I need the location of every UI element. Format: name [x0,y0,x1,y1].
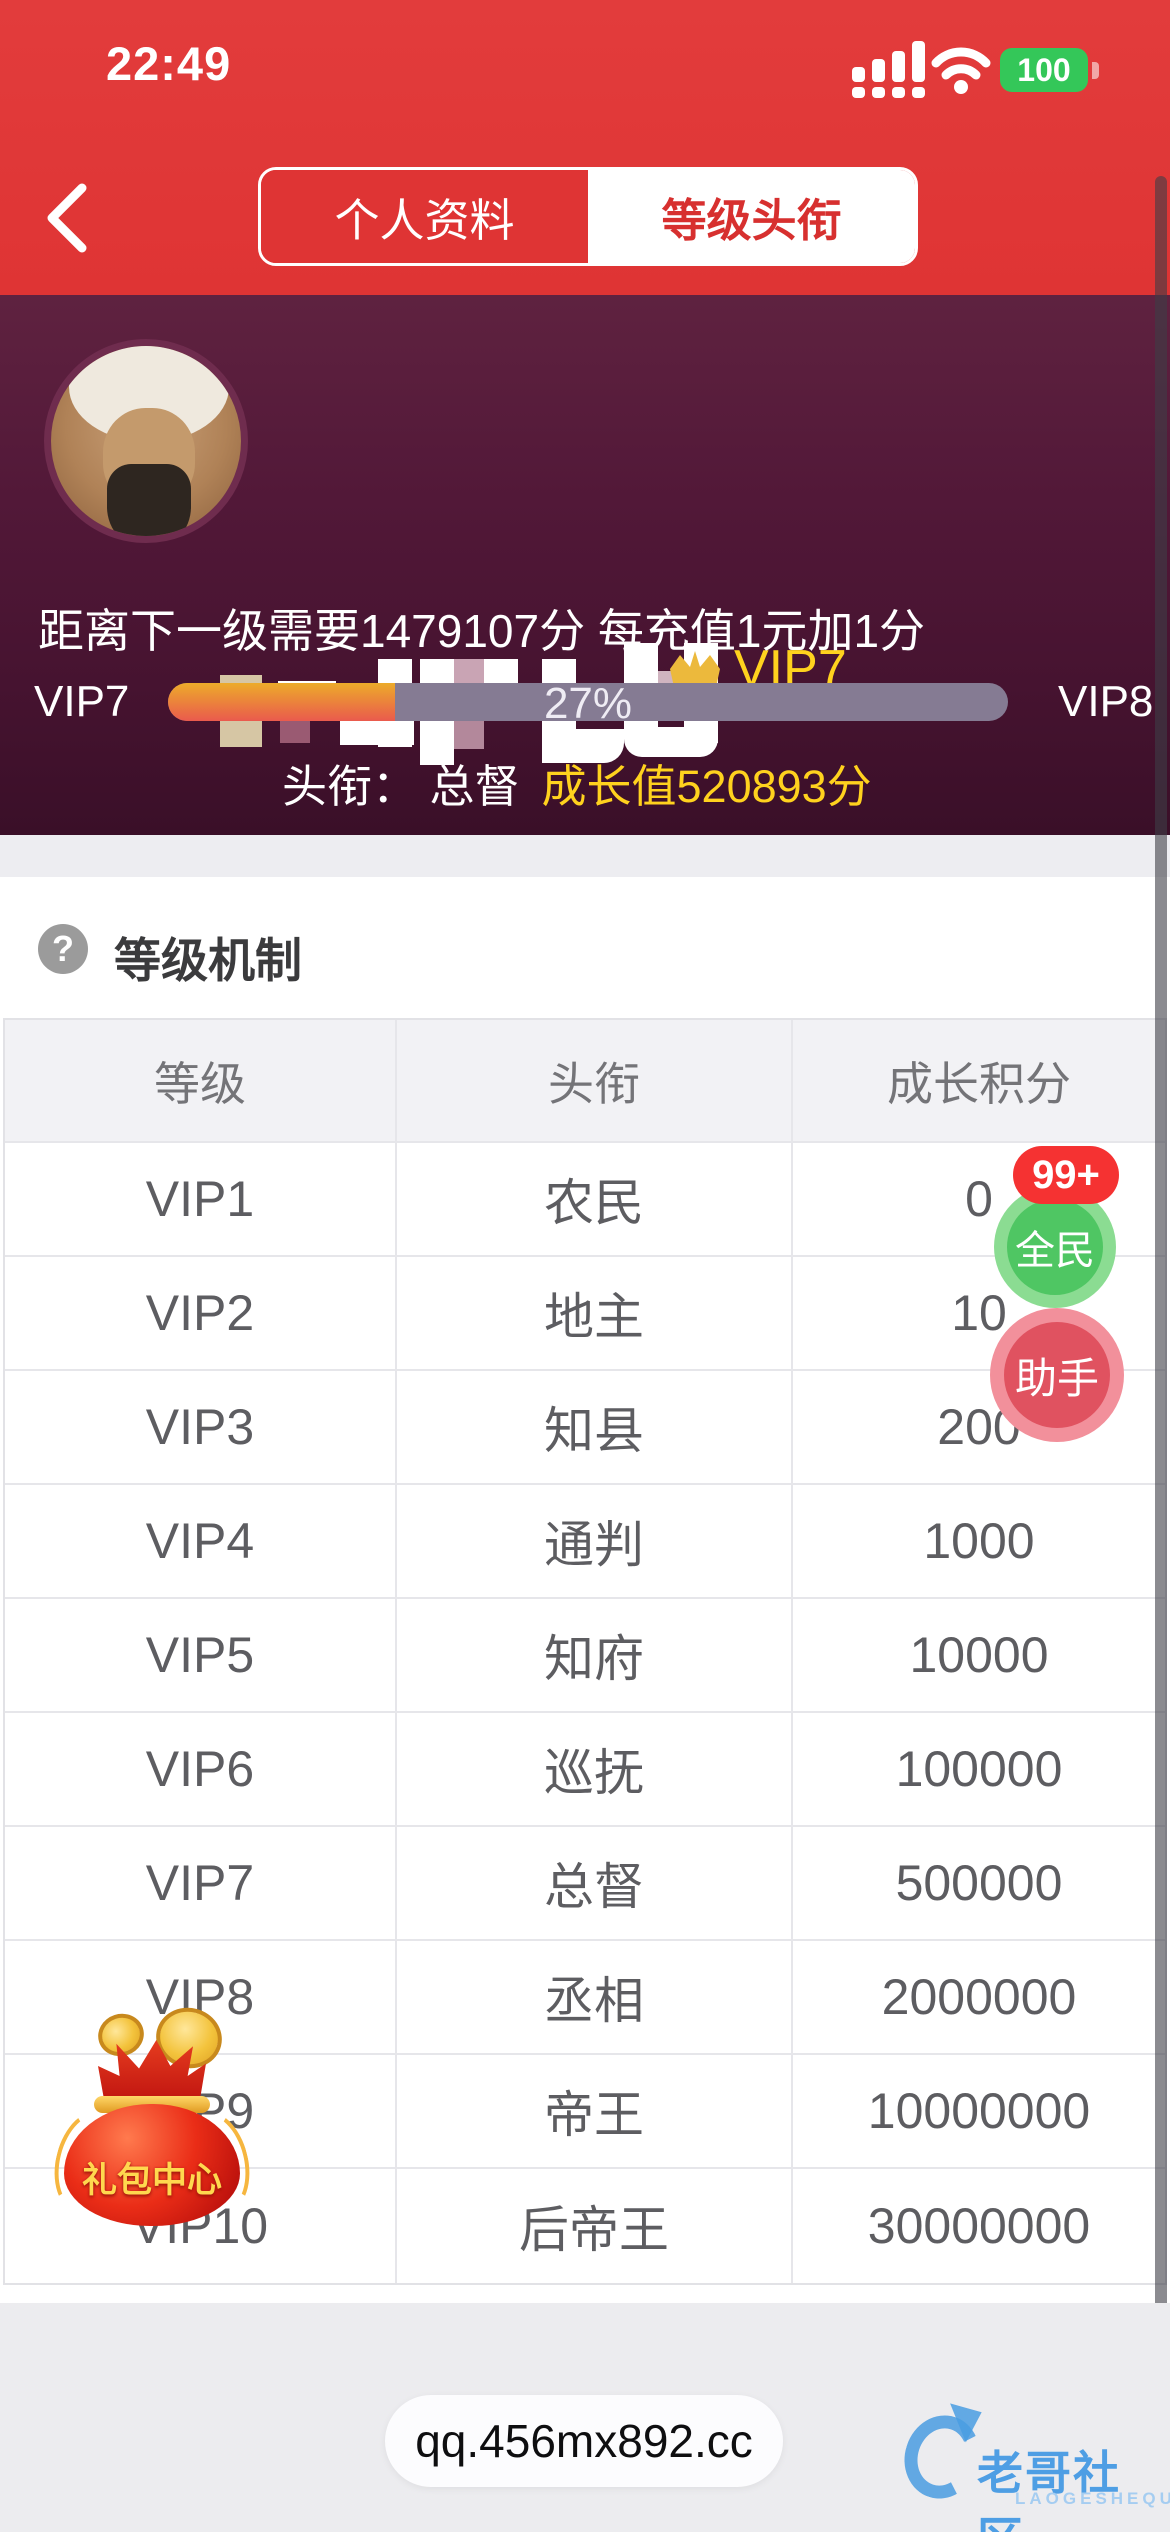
growth-value: 成长值520893分 [541,761,872,812]
cell-level: VIP2 [5,1257,397,1371]
status-time: 22:49 [106,37,232,90]
cell-points: 1000 [793,1485,1165,1599]
divider-strip [0,835,1170,877]
cell-level: VIP7 [5,1827,397,1941]
cell-points: 30000000 [793,2169,1165,2283]
title-line: 头衔： 总督 成长值520893分 [282,750,872,815]
zhushou-float-button[interactable]: 助手 [990,1308,1124,1442]
avatar[interactable] [44,339,248,543]
cell-title: 知县 [397,1371,793,1485]
cell-points: 500000 [793,1827,1165,1941]
section-title: 等级机制 [114,934,302,987]
progress-fill [168,683,395,721]
cell-level: VIP6 [5,1713,397,1827]
cell-points: 10000000 [793,2055,1165,2169]
unread-count-badge: 99+ [1013,1146,1119,1204]
wifi-icon [930,46,992,99]
quanmin-label: 全民 [1007,1199,1103,1295]
watermark-cn: 老哥社区 [977,2447,1121,2532]
cell-level: VIP1 [5,1143,397,1257]
cell-points: 2000000 [793,1941,1165,2055]
cell-level: VIP3 [5,1371,397,1485]
cell-level: VIP5 [5,1599,397,1713]
table-row: VIP6 巡抚 100000 [5,1713,1165,1827]
gift-center-label: 礼包中心 [81,2161,222,2200]
gift-bag-body [64,2104,240,2226]
cell-title: 后帝王 [397,2169,793,2283]
scrollbar[interactable] [1155,176,1167,2380]
cell-title: 地主 [397,1257,793,1371]
battery-icon: 100 [1000,48,1088,92]
cellular-signal-icon [852,41,925,98]
watermark: 老哥社区 LAOGESHEQU [893,2393,1170,2532]
col-header-title: 头衔 [397,1020,793,1143]
cell-title: 知府 [397,1599,793,1713]
progress-percent: 27% [543,679,633,728]
cell-level: VIP4 [5,1485,397,1599]
progress-left-label: VIP7 [34,677,130,726]
table-row: VIP5 知府 10000 [5,1599,1165,1713]
progress-right-label: VIP8 [1058,677,1154,726]
footer: qq.456mx892.cc 老哥社区 LAOGESHEQU [0,2303,1170,2532]
cell-title: 丞相 [397,1941,793,2055]
cell-points: 10000 [793,1599,1165,1713]
site-url-pill[interactable]: qq.456mx892.cc [385,2395,783,2487]
avatar-beard [107,464,191,536]
tab-personal-info[interactable]: 个人资料 [261,170,588,263]
cell-title: 农民 [397,1143,793,1257]
tab-level-title[interactable]: 等级头衔 [588,170,915,263]
table-row: VIP4 通判 1000 [5,1485,1165,1599]
table-row: VIP7 总督 500000 [5,1827,1165,1941]
zhushou-label: 助手 [1004,1322,1110,1428]
quanmin-float-button[interactable]: 全民 [994,1186,1116,1308]
cell-title: 巡抚 [397,1713,793,1827]
cell-title: 通判 [397,1485,793,1599]
watermark-en: LAOGESHEQU [1015,2489,1170,2508]
profile-panel: VIP7 头衔： 总督 成长值520893分 距离下一级需要1479107分 每… [0,295,1170,835]
progress-bar: 27% [168,679,1008,728]
col-header-level: 等级 [5,1020,397,1143]
col-header-points: 成长积分 [793,1020,1165,1143]
back-button[interactable] [40,180,96,256]
profile-tabs: 个人资料 等级头衔 [258,167,918,266]
next-level-info: 距离下一级需要1479107分 每充值1元加1分 [38,605,926,657]
gift-center-button[interactable]: 礼包中心 [44,2000,260,2226]
table-row: VIP8 丞相 2000000 [5,1941,1165,2055]
cell-title: 总督 [397,1827,793,1941]
title-label: 头衔： 总督 [282,761,520,812]
header: 22:49 100 个人资料 等级头衔 [0,0,1170,295]
table-row: VIP1 农民 0 [5,1143,1165,1257]
help-icon[interactable]: ? [38,924,88,974]
cell-points: 100000 [793,1713,1165,1827]
table-header-row: 等级 头衔 成长积分 [5,1020,1165,1143]
cell-title: 帝王 [397,2055,793,2169]
battery-nub [1092,62,1099,79]
table-row: VIP2 地主 10 [5,1257,1165,1371]
